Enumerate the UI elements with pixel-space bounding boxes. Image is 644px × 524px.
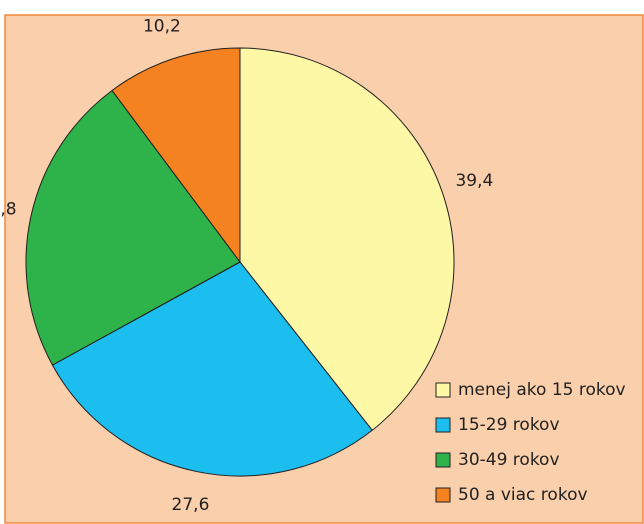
legend-swatch [435, 452, 451, 468]
legend-swatch [435, 382, 451, 398]
legend-label: 15-29 rokov [458, 415, 560, 435]
legend-label: 50 a viac rokov [458, 485, 588, 505]
pie-slice [51, 261, 373, 477]
legend-swatch [435, 487, 451, 503]
value-label: 22,8 [0, 199, 17, 219]
pie-slice [239, 47, 455, 431]
value-label: 39,4 [455, 171, 493, 191]
pie-slice [25, 89, 241, 366]
value-label: 27,6 [172, 495, 210, 515]
legend-label: 30-49 rokov [458, 450, 560, 470]
legend-label: menej ako 15 rokov [458, 380, 626, 400]
value-label: 10,2 [143, 17, 181, 37]
legend-swatch [435, 417, 451, 433]
pie-slice [111, 47, 241, 264]
